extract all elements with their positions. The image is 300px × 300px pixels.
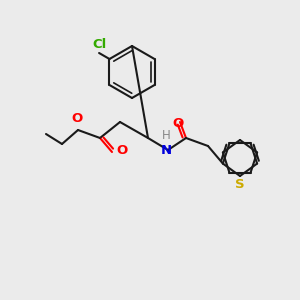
Text: O: O <box>172 117 184 130</box>
Text: H: H <box>162 129 170 142</box>
Text: O: O <box>71 112 82 125</box>
Text: N: N <box>160 143 172 157</box>
Text: O: O <box>116 143 127 157</box>
Text: Cl: Cl <box>92 38 106 51</box>
Text: S: S <box>235 178 245 191</box>
